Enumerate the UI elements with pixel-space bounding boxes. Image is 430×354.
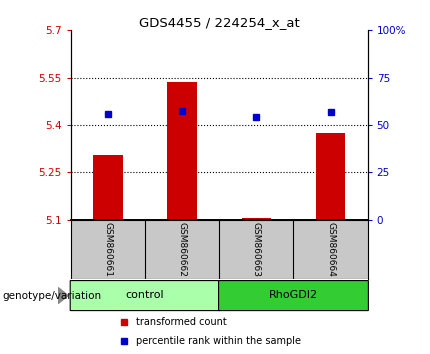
Text: GSM860662: GSM860662 [178, 222, 187, 277]
Text: transformed count: transformed count [136, 316, 227, 326]
FancyBboxPatch shape [218, 281, 369, 310]
Text: GSM860663: GSM860663 [252, 222, 261, 277]
Bar [93, 155, 123, 220]
Text: GSM860661: GSM860661 [104, 222, 113, 277]
Text: RhoGDI2: RhoGDI2 [269, 290, 318, 300]
Text: GSM860664: GSM860664 [326, 222, 335, 277]
FancyBboxPatch shape [70, 281, 220, 310]
Title: GDS4455 / 224254_x_at: GDS4455 / 224254_x_at [139, 16, 300, 29]
Text: control: control [126, 290, 164, 300]
Polygon shape [58, 287, 68, 304]
Text: percentile rank within the sample: percentile rank within the sample [136, 336, 301, 346]
Bar [242, 218, 271, 220]
Text: genotype/variation: genotype/variation [2, 291, 101, 301]
Bar [316, 133, 345, 220]
Bar [167, 82, 197, 220]
